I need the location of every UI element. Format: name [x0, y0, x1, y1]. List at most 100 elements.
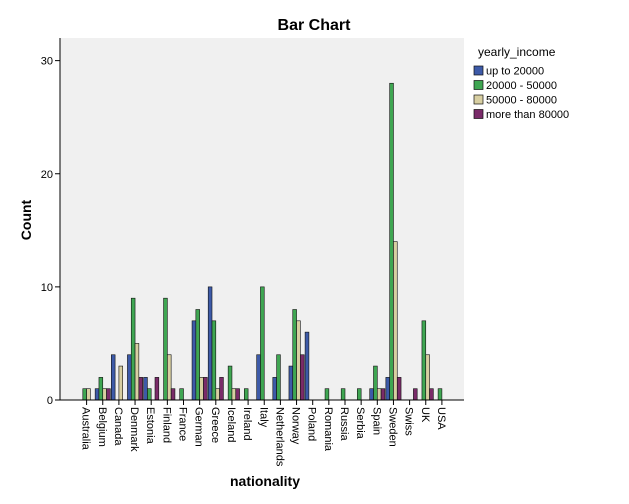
x-axis: Australia Belgium Canada Denmark Estonia Finl…: [80, 400, 447, 467]
y-tick-label: 0: [47, 395, 53, 407]
bar: [373, 365, 378, 401]
bar: [143, 377, 148, 401]
x-tick-label: Denmark: [128, 407, 140, 452]
legend-label: 20000 - 50000: [486, 80, 557, 92]
y-axis: 0 10 20 30: [41, 56, 60, 407]
bar: [134, 343, 140, 401]
bar: [421, 320, 427, 401]
bar: [154, 377, 160, 401]
bar: [82, 388, 87, 401]
x-tick-label: Belgium: [96, 407, 108, 447]
x-tick-label: France: [177, 407, 189, 441]
bar: [393, 241, 398, 401]
x-tick-label: Poland: [306, 407, 318, 441]
bar: [304, 331, 310, 401]
legend-label: more than 80000: [486, 109, 569, 121]
x-tick-label: Estonia: [144, 407, 156, 445]
bar: [425, 354, 430, 401]
bar: [272, 377, 277, 401]
y-tick-label: 30: [41, 56, 53, 68]
bar: [380, 388, 386, 401]
bar: [94, 388, 100, 401]
bar: [118, 365, 124, 401]
bar: [195, 309, 200, 401]
bar: [340, 388, 346, 401]
x-tick-label: Sweden: [386, 407, 398, 447]
bar: [163, 297, 168, 401]
bar: [130, 297, 136, 401]
bar: [138, 377, 143, 401]
bar: [215, 388, 220, 401]
x-tick-label: Netherlands: [273, 407, 285, 467]
bar: [179, 388, 184, 401]
bar: [300, 354, 305, 401]
x-tick-label: Finland: [160, 407, 172, 443]
x-tick-label: Norway: [290, 407, 302, 445]
legend-swatch: [473, 109, 484, 119]
x-tick-label: Spain: [370, 407, 382, 435]
x-tick-label: Canada: [112, 407, 124, 446]
x-tick-label: Russia: [338, 407, 350, 442]
x-tick-label: UK: [419, 407, 431, 423]
legend-swatch: [473, 94, 484, 105]
bar: [203, 377, 208, 401]
bar: [219, 377, 224, 401]
y-axis-label: Count: [18, 199, 34, 240]
bar: [111, 354, 116, 401]
bar: [437, 388, 443, 401]
bar: [357, 388, 362, 401]
bar: [369, 388, 374, 401]
x-tick-label: Serbia: [354, 407, 366, 440]
bar: [292, 309, 297, 401]
bar: [288, 365, 294, 401]
bar: [385, 377, 390, 401]
bar: [102, 388, 107, 401]
chart-title: Bar Chart: [278, 17, 352, 34]
bar: [260, 286, 265, 401]
legend-swatch: [473, 80, 484, 90]
bar: [413, 388, 418, 401]
bar: [376, 388, 382, 401]
legend-label: 50000 - 80000: [486, 95, 557, 107]
x-axis-label: nationality: [230, 473, 300, 489]
bar: [276, 354, 281, 401]
bar: [127, 354, 132, 401]
bar: [86, 388, 91, 401]
x-tick-label: Ireland: [241, 407, 253, 441]
legend-title: yearly_income: [478, 45, 556, 59]
bar: [106, 388, 111, 401]
x-tick-label: USA: [435, 407, 447, 430]
bar: [389, 82, 394, 401]
bar: [147, 388, 152, 401]
bar: [235, 388, 240, 401]
x-tick-label: Swiss: [403, 407, 415, 436]
x-tick-label: Romania: [322, 407, 334, 452]
legend-label: up to 20000: [486, 66, 544, 78]
legend-swatch: [473, 65, 484, 76]
x-tick-label: Iceland: [225, 407, 237, 442]
bar: [429, 388, 434, 401]
bar: [167, 354, 172, 401]
bar: [199, 377, 204, 401]
bar: [296, 320, 301, 401]
bar: [170, 388, 176, 401]
bar: [207, 286, 213, 401]
x-tick-label: German: [193, 407, 205, 447]
legend: yearly_income up to 20000 20000 - 50000 50…: [473, 45, 569, 121]
bar: [231, 388, 237, 401]
bar: [244, 388, 249, 401]
bar: [211, 320, 217, 401]
bar: [256, 354, 261, 401]
bar: [227, 365, 233, 401]
x-tick-label: Greece: [209, 407, 221, 443]
bar-group: [82, 82, 443, 401]
bar: [191, 320, 197, 401]
bar: [98, 377, 104, 401]
y-tick-label: 10: [41, 282, 53, 294]
bar: [324, 388, 330, 401]
bar: [396, 377, 402, 401]
x-tick-label: Australia: [80, 407, 92, 451]
y-tick-label: 20: [41, 169, 53, 181]
x-tick-label: Italy: [257, 407, 269, 428]
